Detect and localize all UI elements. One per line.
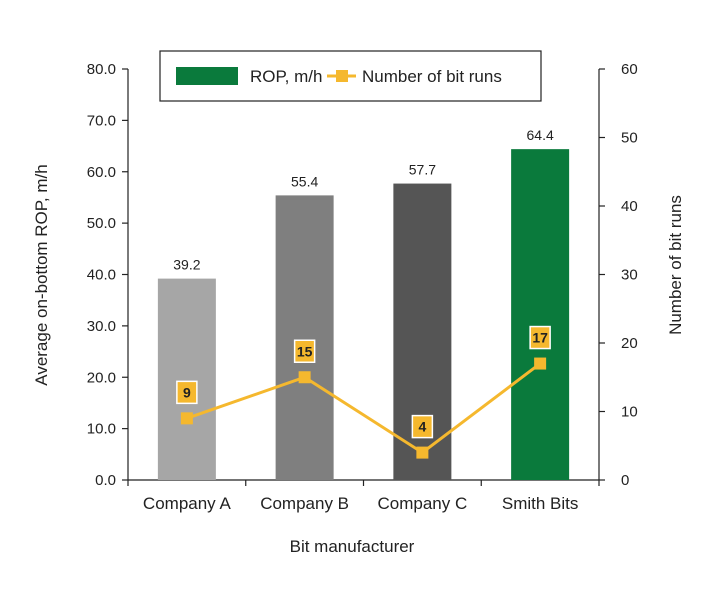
bit-runs-label-box: [176, 380, 198, 405]
x-tick-label: Company A: [143, 494, 232, 513]
bar-value-label: 57.7: [409, 162, 436, 178]
y-axis-title: Average on-bottom ROP, m/h: [32, 164, 51, 385]
y-tick-label: 20.0: [87, 369, 116, 386]
y-tick-label: 30.0: [87, 318, 116, 335]
bit-runs-line: [176, 325, 551, 459]
y-tick-label: 10.0: [87, 421, 116, 438]
legend-runs-marker: [336, 70, 348, 82]
bit-runs-value-label: 4: [418, 419, 426, 435]
bit-runs-marker: [416, 446, 429, 459]
legend: ROP, m/h Number of bit runs: [159, 50, 542, 102]
x-tick-label: Smith Bits: [502, 494, 579, 513]
bit-runs-value-label: 9: [183, 384, 191, 400]
bars: [157, 149, 570, 480]
y2-tick-label: 30: [621, 267, 638, 284]
y-tick-label: 40.0: [87, 267, 116, 284]
y-tick-label: 60.0: [87, 164, 116, 181]
y2-tick-label: 60: [621, 61, 638, 78]
y-tick-label: 0.0: [95, 472, 116, 489]
legend-rop-swatch: [176, 67, 238, 85]
bit-runs-value-label: 15: [297, 343, 313, 359]
bit-runs-label-box: [529, 325, 551, 350]
bar-value-label: 55.4: [291, 173, 318, 189]
axes: 0.0 10.0 20.0 30.0 40.0 50.0 60.0 70.0 80.0 0 10 20…: [87, 61, 638, 489]
labels: Company A Company B Company C Smith Bits 39.…: [143, 127, 578, 513]
bit-runs-marker: [534, 357, 547, 370]
x-axis-title: Bit manufacturer: [290, 537, 415, 556]
bar-value-label: 39.2: [173, 257, 200, 273]
y-tick-label: 50.0: [87, 215, 116, 232]
bit-runs-label-box: [411, 414, 434, 439]
y2-tick-label: 50: [621, 130, 638, 147]
bit-runs-value-label: 17: [532, 330, 548, 346]
y2-tick-label: 40: [621, 198, 638, 215]
bar-value-label: 64.4: [527, 127, 554, 143]
legend-runs-label: Number of bit runs: [362, 67, 502, 86]
legend-rop-label: ROP, m/h: [250, 67, 322, 86]
bit-runs-marker: [180, 412, 193, 425]
y2-tick-label: 0: [621, 472, 629, 489]
bar-2: [275, 195, 334, 480]
x-tick-label: Company C: [377, 494, 467, 513]
bit-runs-label-box: [293, 339, 316, 363]
bar-1: [157, 278, 216, 480]
bit-runs-marker: [298, 371, 311, 384]
bar-4: [511, 149, 570, 480]
y-tick-label: 70.0: [87, 112, 116, 129]
y-tick-label: 80.0: [87, 61, 116, 78]
y2-tick-label: 20: [621, 335, 638, 352]
bit-runs-polyline: [186, 362, 542, 455]
x-tick-label: Company B: [260, 494, 349, 513]
y2-axis-title: Number of bit runs: [666, 195, 685, 335]
y2-tick-label: 10: [621, 404, 638, 421]
